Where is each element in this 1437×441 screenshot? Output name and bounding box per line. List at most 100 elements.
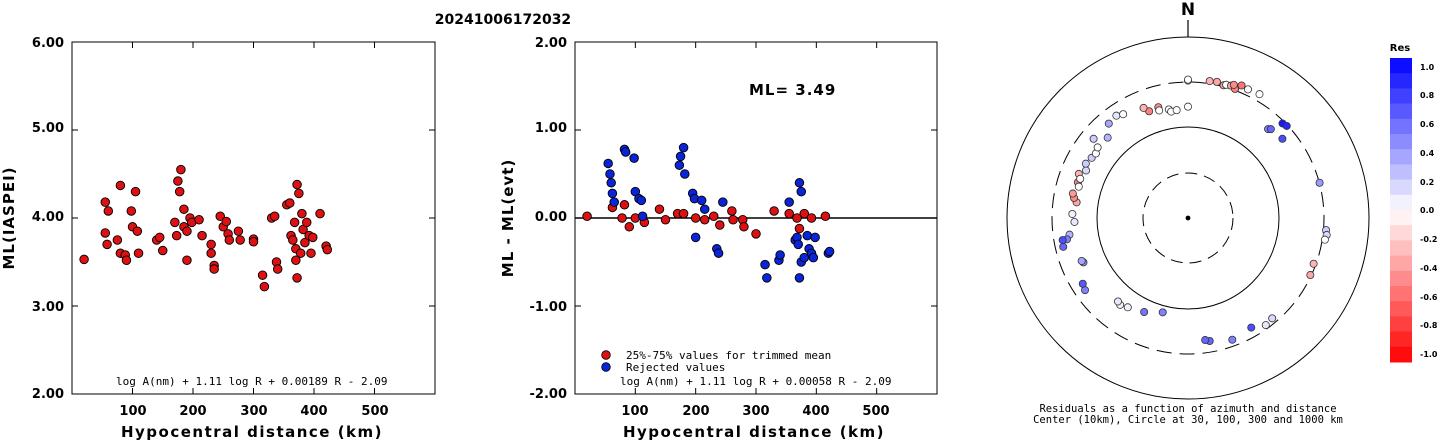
middle-ytick-label: -1.00 (530, 300, 567, 315)
data-point (126, 206, 137, 216)
data-point (112, 235, 123, 245)
ml-value-label: ML= 3.49 (749, 81, 836, 99)
trimmed-point (784, 208, 794, 219)
rejected-point (762, 273, 772, 283)
data-point (224, 235, 235, 245)
polar-caption-line1: Residuals as a function of azimuth and d… (1039, 403, 1336, 415)
trimmed-point (654, 204, 665, 214)
rejected-point (606, 178, 616, 188)
rejected-point (637, 211, 648, 221)
legend-trimmed-label: 25%-75% values for trimmed mean (626, 349, 831, 362)
middle-points (582, 142, 835, 283)
colorbar-cell (1390, 118, 1412, 135)
ring-300km (1051, 81, 1325, 355)
colorbar-cell (1390, 316, 1412, 333)
data-point (291, 255, 301, 265)
middle-formula: log A(nm) + 1.11 log R + 0.00058 R - 2.0… (620, 375, 892, 388)
trimmed-point (715, 220, 725, 230)
left-xtick-label: 100 (119, 404, 146, 419)
left-xtick-label: 200 (179, 404, 206, 419)
trimmed-point (678, 208, 689, 219)
residual-point (1282, 121, 1291, 130)
middle-ytick-label: 2.00 (535, 36, 567, 51)
rejected-point (696, 195, 707, 206)
left-xtick-label: 400 (300, 404, 327, 419)
colorbar-cell (1390, 58, 1412, 74)
data-point (176, 164, 186, 175)
data-point (100, 228, 111, 238)
rejected-point (775, 250, 785, 260)
residual-point (1315, 178, 1324, 187)
residual-point (1172, 106, 1181, 115)
colorbar-cell (1390, 103, 1412, 120)
data-point (292, 273, 302, 283)
left-points (79, 164, 333, 292)
trimmed-point (582, 211, 592, 221)
rejected-point (690, 232, 701, 243)
data-point (215, 211, 225, 221)
data-point (206, 239, 216, 250)
rejected-point (629, 153, 639, 163)
trimmed-point (820, 211, 831, 221)
trimmed-point (624, 222, 635, 232)
data-point (182, 255, 192, 265)
data-point (315, 208, 325, 219)
rejected-point (620, 147, 631, 157)
residual-point (1306, 271, 1315, 280)
rejected-point (680, 169, 690, 179)
colorbar-tick-label: 0.6 (1420, 120, 1435, 129)
colorbar-cell (1390, 88, 1412, 105)
colorbar-tick-label: -0.4 (1420, 264, 1437, 273)
residual-point (1243, 85, 1252, 94)
rejected-point (794, 178, 805, 188)
colorbar-cell (1390, 225, 1412, 241)
rejected-point (713, 248, 724, 258)
data-point (100, 197, 111, 207)
colorbar-cell (1390, 331, 1412, 348)
residual-point (1093, 143, 1102, 152)
trimmed-point (799, 208, 810, 219)
ring-100km (1096, 126, 1280, 310)
colorbar-cell (1390, 194, 1412, 211)
data-point (289, 217, 300, 228)
legend-marker-trimmed (601, 350, 611, 360)
colorbar-tick-label: 0.0 (1420, 206, 1435, 215)
residual-point (1320, 235, 1329, 244)
residual-point (1058, 236, 1067, 245)
rejected-point (609, 197, 619, 207)
residual-point (1184, 75, 1193, 84)
data-point (154, 232, 165, 243)
data-point (121, 255, 132, 265)
residual-point (1278, 134, 1287, 143)
residual-point (1155, 106, 1164, 115)
data-point (171, 230, 182, 241)
left-y-axis-label: ML(IASPEI) (0, 166, 18, 269)
rejected-point (802, 230, 813, 241)
middle-ytick-label: -2.00 (530, 387, 567, 402)
left-ytick-label: 2.00 (32, 387, 64, 402)
middle-ytick-label: 0.00 (535, 210, 567, 225)
ring-30km (1142, 172, 1234, 264)
left-formula: log A(nm) + 1.11 log R + 0.00189 R - 2.0… (116, 375, 388, 388)
residual-point (1078, 279, 1087, 288)
trimmed-point (690, 213, 701, 223)
colorbar-cell (1390, 179, 1412, 196)
left-xtick-label: 300 (240, 404, 267, 419)
rejected-point (678, 142, 689, 153)
rejected-point (674, 160, 685, 170)
residual-point (1139, 103, 1148, 112)
residual-point (1076, 174, 1085, 183)
middle-y-ticks: 2.00 1.00 0.00 -1.00 -2.00 (530, 36, 567, 402)
residual-point (1205, 77, 1214, 86)
legend-marker-rejected (601, 362, 611, 372)
data-point (115, 180, 126, 191)
data-point (295, 248, 306, 258)
residual-point (1212, 77, 1221, 86)
residual-point (1074, 182, 1083, 191)
residual-point (1266, 125, 1275, 134)
residual-point (1070, 217, 1079, 226)
middle-x-ticks: 100 200 300 400 500 (621, 404, 889, 419)
data-point (197, 230, 207, 241)
data-point (209, 264, 219, 274)
